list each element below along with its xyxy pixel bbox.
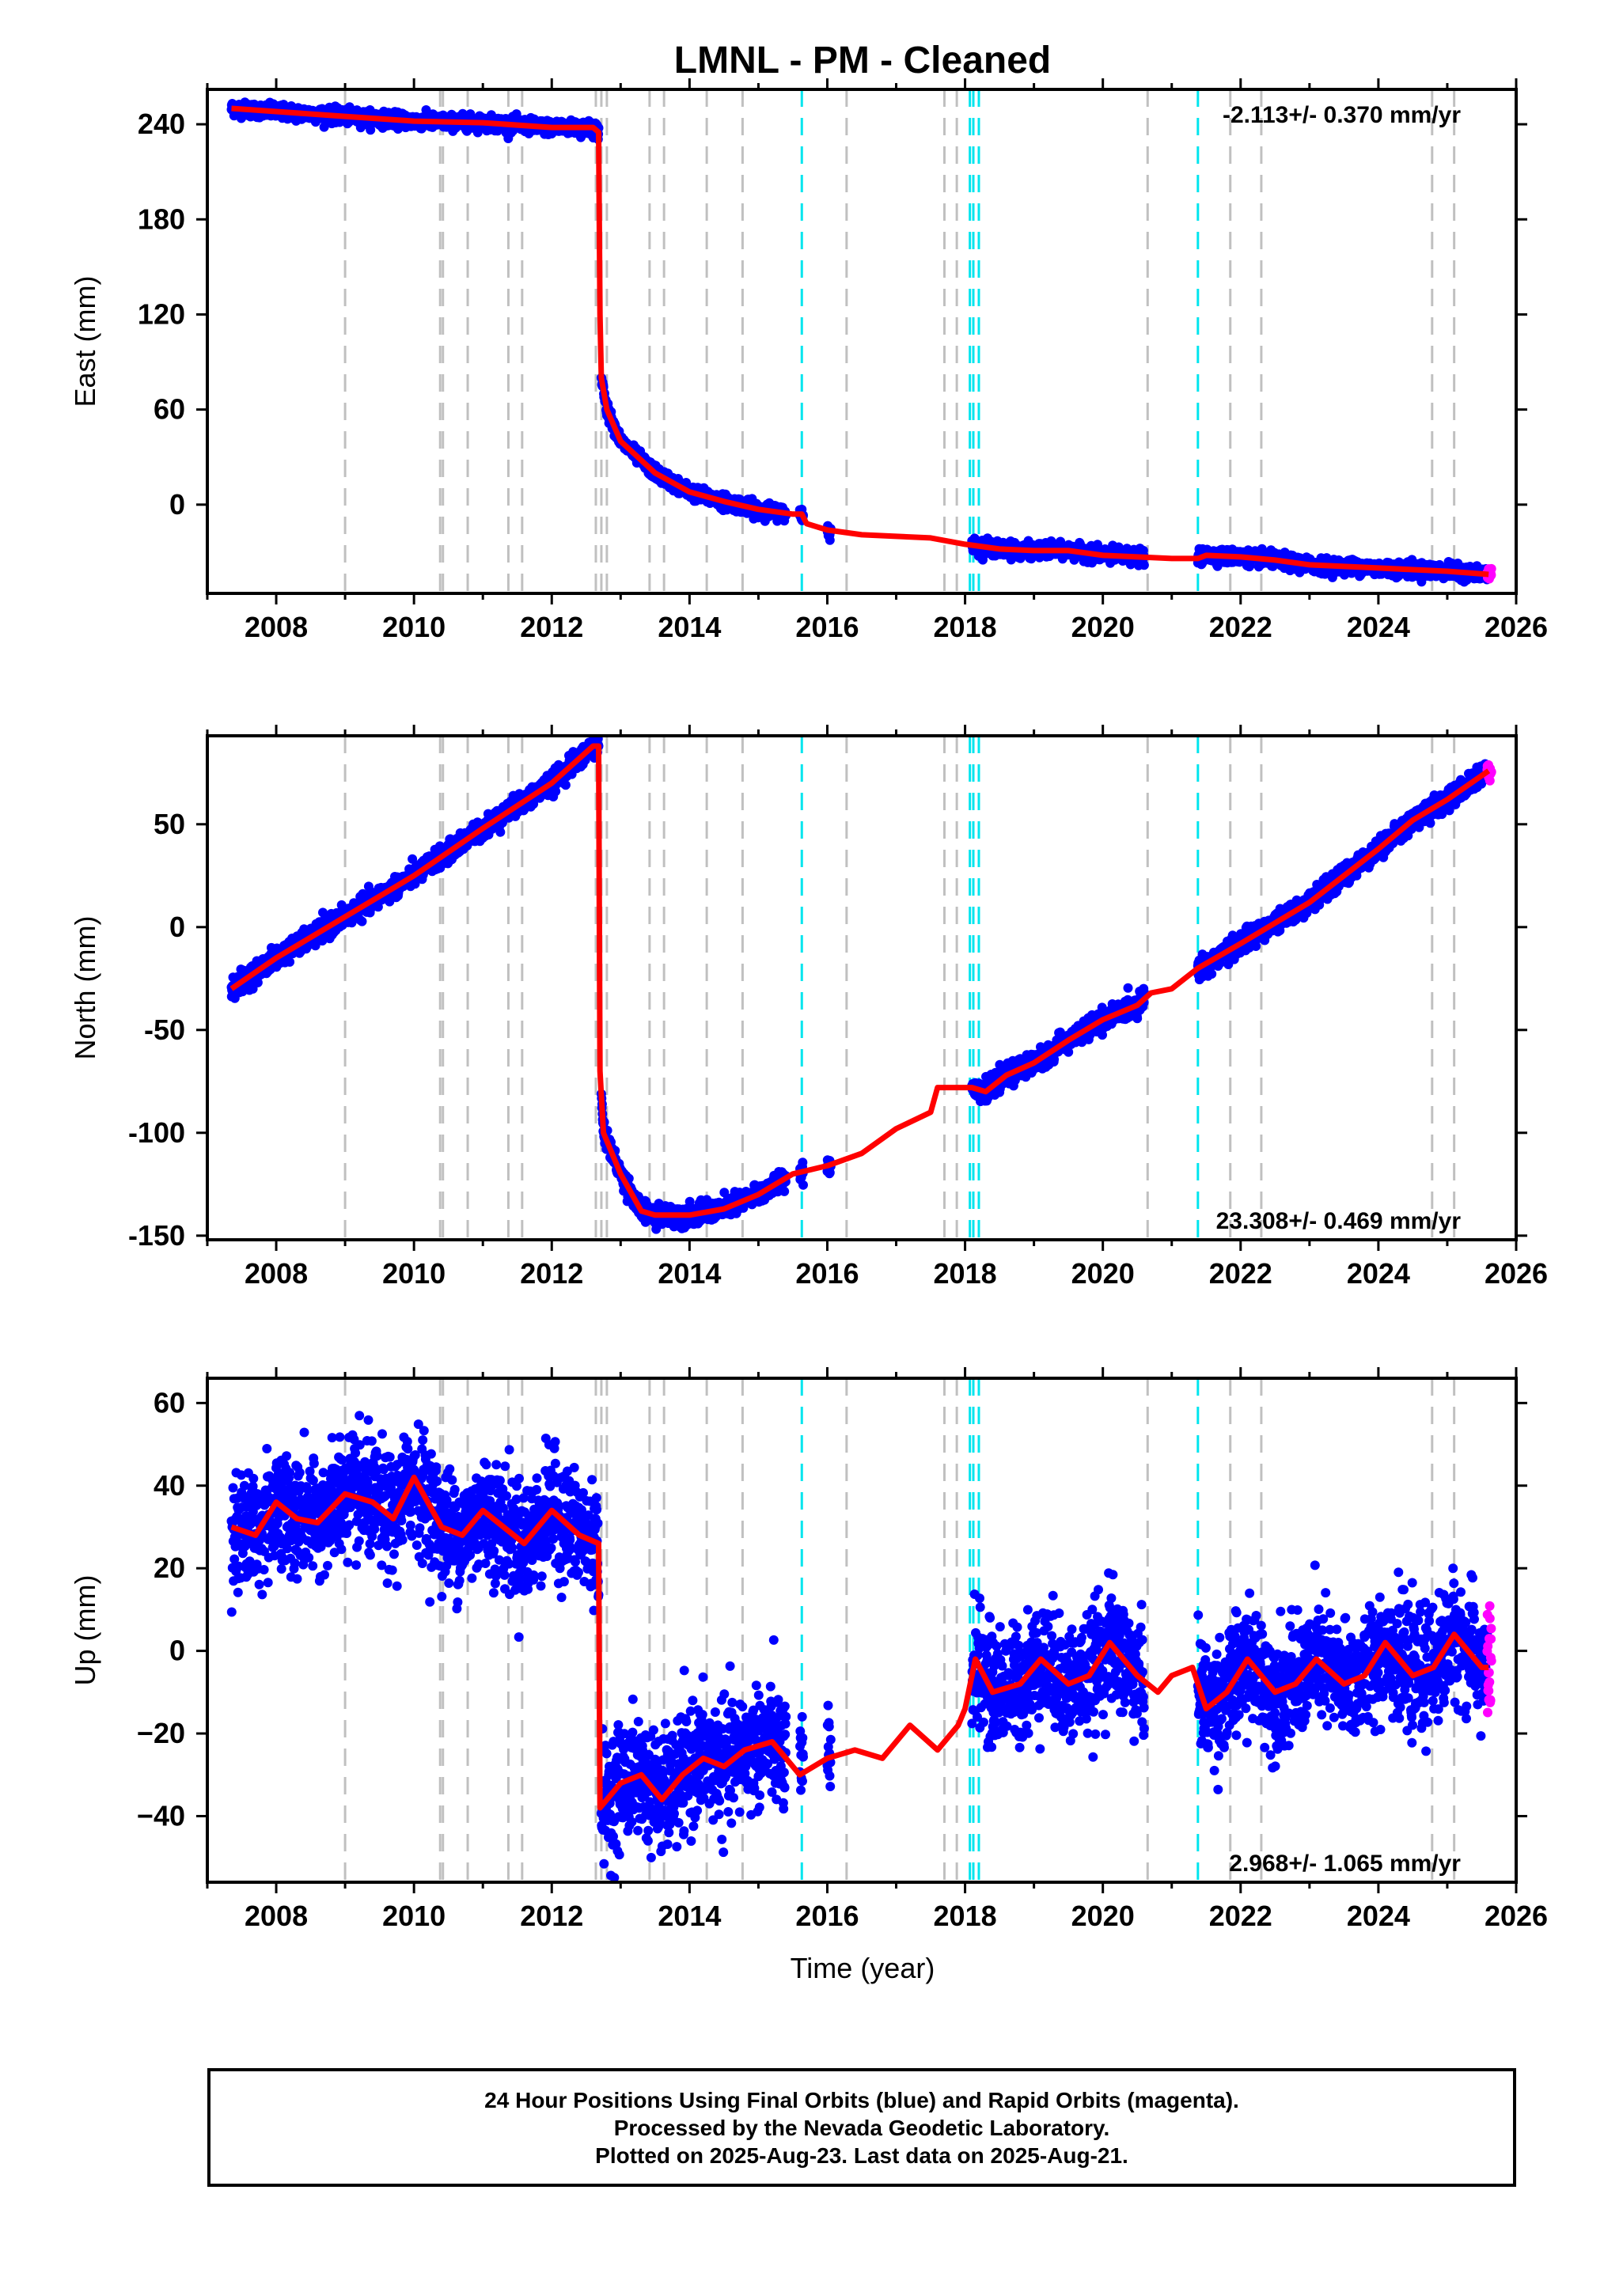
panel-north: 2008 2010 2012 2014 2016 2018 2020 2022 2024 2026…: [69, 725, 1548, 1290]
data-point-rapid: [1486, 563, 1496, 574]
x-tick-label: 2010: [382, 611, 446, 643]
data-point-final: [825, 535, 835, 545]
x-tick-label: 2012: [520, 611, 583, 643]
panel-east: 2008 2010 2012 2014 2016 2018 2020 2022 2024 2026…: [69, 78, 1548, 643]
panels-group: 2008 2010 2012 2014 2016 2018 2020 2022 2024 2026…: [69, 78, 1548, 1932]
plot-area-east: [226, 89, 1496, 593]
y-tick-label: 60: [154, 393, 185, 426]
x-tick-label: 2026: [1485, 611, 1548, 643]
y-axis-east: 240 180 120 60 0: [138, 108, 1527, 521]
y-axis-label: East (mm): [69, 276, 101, 407]
x-tick-label: 2020: [1071, 611, 1135, 643]
figure-title: LMNL - PM - Cleaned: [674, 40, 1051, 81]
panel-frame: [206, 88, 1518, 595]
x-tick-label: 2018: [934, 611, 997, 643]
rate-label: -2.113+/- 0.370 mm/yr: [1223, 102, 1461, 128]
y-tick-label: 180: [138, 203, 185, 235]
data-point-final: [421, 105, 431, 115]
x-tick-label: 2016: [795, 611, 859, 643]
model-fit-line: [231, 105, 1489, 578]
data-point-final: [285, 957, 295, 967]
y-tick-label: 120: [138, 297, 185, 330]
data-point-final: [317, 935, 328, 945]
data-point-final: [357, 916, 367, 926]
x-tick-label: 2022: [1209, 611, 1272, 643]
y-tick-label: 0: [169, 488, 185, 521]
x-axis-east: 2008 2010 2012 2014 2016 2018 2020 2022 2024 2026: [206, 78, 1548, 643]
x-tick-label: 2024: [1347, 611, 1410, 643]
x-tick-label: 2008: [245, 611, 308, 643]
data-point-final: [1139, 560, 1149, 570]
x-tick-label: 2014: [658, 611, 721, 643]
plot-area-north: [226, 736, 1496, 1240]
data-point-final: [252, 977, 263, 987]
y-tick-label: 240: [138, 108, 185, 140]
data-point-final: [1093, 540, 1102, 550]
